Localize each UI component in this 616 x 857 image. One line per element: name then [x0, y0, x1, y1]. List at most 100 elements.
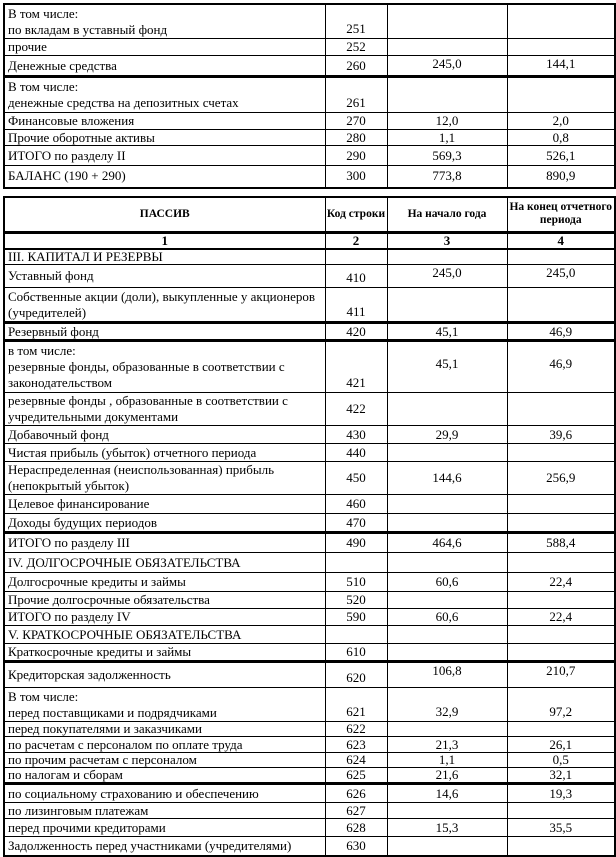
line-code-cell: [324, 552, 388, 573]
table-row: Чистая прибыль (убыток) отчетного период…: [3, 443, 616, 462]
label-line: В том числе:: [8, 79, 79, 94]
value-end-cell: 46,9: [506, 322, 616, 342]
value-begin-cell: 21,3: [386, 736, 508, 753]
value-end-cell: [506, 76, 616, 113]
line-code-cell: 630: [324, 836, 388, 856]
label-line: по вкладам в уставный фонд: [8, 22, 168, 37]
table-row: по налогам и сборам 625 21,6 32,1: [3, 767, 616, 785]
line-code-cell: 624: [324, 752, 388, 768]
row-label-cell: по налогам и сборам: [3, 767, 326, 785]
value-begin-cell: [386, 802, 508, 819]
row-label-cell: в том числе: резервные фонды, образованны…: [3, 340, 326, 393]
line-code-cell: 490: [324, 532, 388, 553]
value-end-cell: 35,5: [506, 818, 616, 837]
table-row: Задолженность перед участниками (учредит…: [3, 836, 616, 856]
header-passiv: ПАССИВ: [3, 196, 326, 234]
line-code-cell: 622: [324, 721, 388, 737]
value-end-cell: 22,4: [506, 608, 616, 626]
line-code-cell: 520: [324, 591, 388, 609]
row-label-cell: В том числе: по вкладам в уставный фонд: [3, 3, 326, 39]
label-line: (учредителей): [8, 305, 87, 320]
value-begin-cell: 144,6: [386, 461, 508, 495]
value-end-cell: [506, 643, 616, 663]
liabilities-header-row: ПАССИВ Код строки На начало года На коне…: [3, 196, 616, 234]
table-row: Резервный фонд 420 45,1 46,9: [3, 322, 616, 342]
value-begin-cell: [386, 625, 508, 644]
row-label-cell: ИТОГО по разделу III: [3, 532, 326, 553]
value-end-cell: 46,9: [506, 340, 616, 393]
value-end-cell: 39,6: [506, 425, 616, 444]
line-code-cell: 260: [324, 55, 388, 78]
row-label-cell: перед прочими кредиторами: [3, 818, 326, 837]
value-end-cell: 245,0: [506, 264, 616, 288]
value-begin-cell: 245,0: [386, 264, 508, 288]
value-begin-cell: 245,0: [386, 55, 508, 78]
line-code-cell: 290: [324, 145, 388, 166]
value-end-cell: [506, 392, 616, 426]
value-end-cell: [506, 443, 616, 462]
table-row: ИТОГО по разделу II 290 569,3 526,1: [3, 145, 616, 166]
value-end-cell: [506, 836, 616, 856]
value-end-cell: [506, 3, 616, 39]
value-begin-cell: [386, 392, 508, 426]
value-begin-cell: 15,3: [386, 818, 508, 837]
value-end-cell: 526,1: [506, 145, 616, 166]
table-row: Кредиторская задолженность 620 106,8 210,7: [3, 661, 616, 688]
row-label-cell: Нераспределенная (неиспользованная) приб…: [3, 461, 326, 495]
table-row: В том числе: денежные средства на депозит…: [3, 76, 616, 113]
table-row: БАЛАНС (190 + 290) 300 773,8 890,9: [3, 165, 616, 188]
column-number-3: 3: [386, 232, 508, 250]
table-row: по социальному страхованию и обеспечению…: [3, 783, 616, 803]
row-label-cell: по прочим расчетам с персоналом: [3, 752, 326, 768]
value-end-cell: [506, 721, 616, 737]
value-begin-cell: 45,1: [386, 322, 508, 342]
value-begin-cell: [386, 513, 508, 534]
line-code-cell: 590: [324, 608, 388, 626]
row-label-cell: ИТОГО по разделу IV: [3, 608, 326, 626]
value-end-cell: 32,1: [506, 767, 616, 785]
value-end-cell: 0,5: [506, 752, 616, 768]
line-code-cell: 251: [324, 3, 388, 39]
row-label-cell: Задолженность перед участниками (учредит…: [3, 836, 326, 856]
line-code-cell: 625: [324, 767, 388, 785]
row-label-cell: прочие: [3, 38, 326, 56]
table-row: ИТОГО по разделу IV 590 60,6 22,4: [3, 608, 616, 626]
line-code-cell: 510: [324, 572, 388, 592]
line-code-cell: 610: [324, 643, 388, 663]
label-line: В том числе:: [8, 689, 79, 704]
row-label-cell: по социальному страхованию и обеспечению: [3, 783, 326, 803]
column-number-4: 4: [506, 232, 616, 250]
table-row: Финансовые вложения 270 12,0 2,0: [3, 112, 616, 130]
value-end-cell: 22,4: [506, 572, 616, 592]
section-row: IV. ДОЛГОСРОЧНЫЕ ОБЯЗАТЕЛЬСТВА: [3, 552, 616, 573]
row-label-cell: Прочие оборотные активы: [3, 129, 326, 146]
value-begin-cell: [386, 721, 508, 737]
row-label-cell: В том числе: денежные средства на депозит…: [3, 76, 326, 113]
row-label-cell: Прочие долгосрочные обязательства: [3, 591, 326, 609]
row-label-cell: Собственные акции (доли), выкупленные у …: [3, 287, 326, 324]
value-begin-cell: [386, 591, 508, 609]
row-label-cell: БАЛАНС (190 + 290): [3, 165, 326, 188]
table-row: Нераспределенная (неиспользованная) приб…: [3, 461, 616, 495]
value-begin-cell: 21,6: [386, 767, 508, 785]
line-code-cell: 261: [324, 76, 388, 113]
line-code-cell: 627: [324, 802, 388, 819]
line-code-cell: 300: [324, 165, 388, 188]
row-label-cell: Целевое финансирование: [3, 494, 326, 514]
row-label-cell: Долгосрочные кредиты и займы: [3, 572, 326, 592]
table-row: Прочие долгосрочные обязательства 520: [3, 591, 616, 609]
table-row: Краткосрочные кредиты и займы 610: [3, 643, 616, 663]
line-code-cell: 621: [324, 687, 388, 722]
value-begin-cell: 14,6: [386, 783, 508, 803]
line-code-cell: 623: [324, 736, 388, 753]
row-label-cell: Краткосрочные кредиты и займы: [3, 643, 326, 663]
row-label-cell: Добавочный фонд: [3, 425, 326, 444]
table-row: по расчетам с персоналом по оплате труда…: [3, 736, 616, 753]
table-row: прочие 252: [3, 38, 616, 56]
value-end-cell: [506, 552, 616, 573]
value-begin-cell: [386, 287, 508, 324]
row-label-cell: В том числе: перед поставщиками и подрядч…: [3, 687, 326, 722]
value-end-cell: 256,9: [506, 461, 616, 495]
line-code-cell: 280: [324, 129, 388, 146]
